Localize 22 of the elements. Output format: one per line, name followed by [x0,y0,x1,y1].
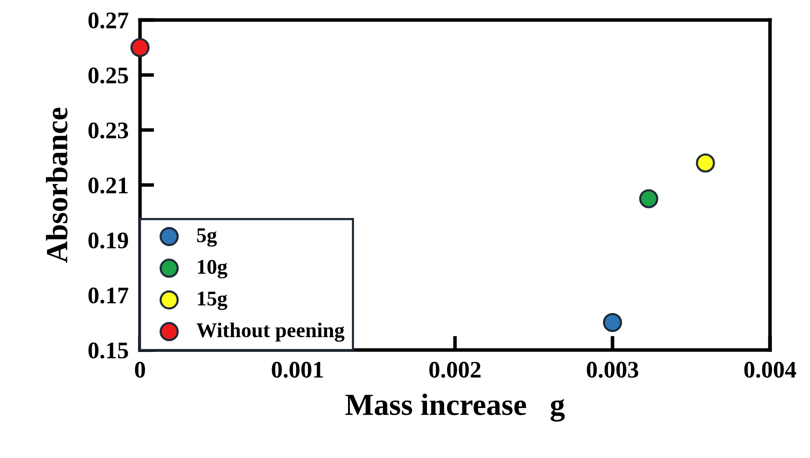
point [130,38,150,58]
x-tick-label: 0 [134,362,146,378]
legend-label: 15g [198,292,228,310]
legend-label: 10g [198,260,228,278]
x-axis-title: Mass increase g [345,394,565,422]
legend-label: 5g [197,228,217,247]
x-tick-label: 0.004 [744,362,796,378]
y-tick-label: 0.21 [88,177,128,194]
point [602,312,622,332]
y-axis-title: Absorbance [46,108,68,263]
y-tick-label: 0.27 [88,12,128,29]
y-tick-label: 0.23 [88,122,128,139]
x-tick-label: 0.002 [429,362,481,378]
y-tick-label: 0.25 [88,67,128,84]
point [639,189,658,208]
y-tick-label: 0.15 [88,342,128,359]
point [696,153,715,173]
x-tick-label: 0.001 [272,362,323,378]
y-tick-label: 0.17 [88,287,128,304]
x-tick-label: 0.003 [586,362,638,378]
y-tick-label: 0.19 [88,232,128,249]
legend-label: Without peening [196,322,344,342]
